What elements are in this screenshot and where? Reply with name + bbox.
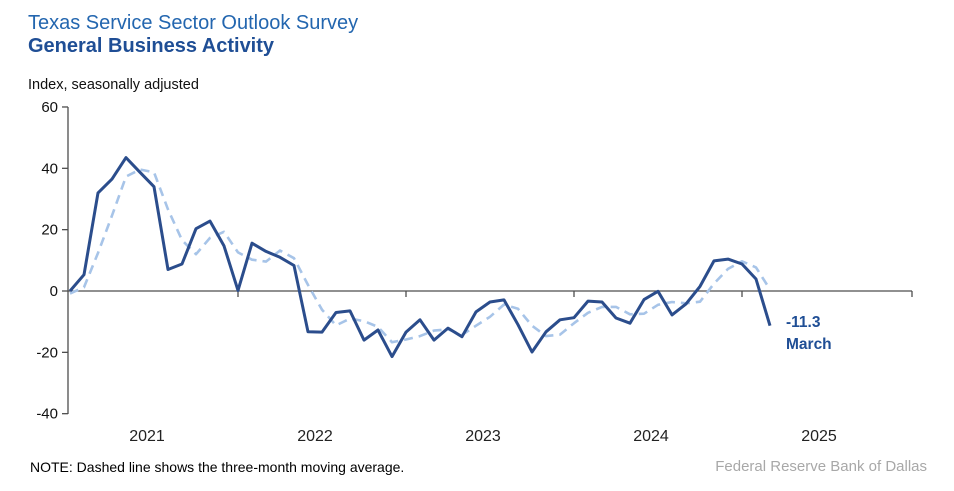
latest-value-annotation: -11.3 March: [786, 312, 832, 356]
latest-value-label: -11.3: [786, 314, 821, 331]
axis-units-label: Index, seasonally adjusted: [28, 77, 199, 93]
attribution-text: Federal Reserve Bank of Dallas: [715, 458, 927, 475]
series-lines: [68, 156, 772, 359]
monthly-series-line: [68, 156, 772, 359]
latest-month-label: March: [786, 336, 832, 353]
x-axis-year-label: 2024: [633, 428, 669, 445]
x-axis-year-label: 2023: [465, 428, 501, 445]
y-axis-tick-label: 40: [41, 160, 58, 177]
chart-subtitle: General Business Activity: [28, 35, 275, 57]
y-axis-tick-label: 60: [41, 99, 58, 116]
y-axis-tick-label: 0: [50, 283, 58, 300]
y-axis-tick-label: -40: [36, 406, 58, 423]
x-axis-year-label: 2022: [297, 428, 333, 445]
y-axis-tick-label: 20: [41, 222, 58, 239]
axes: 60 40 20 0 -20 -40 2021 2022 2023 2024 2025: [36, 99, 913, 445]
chart-title: Texas Service Sector Outlook Survey: [28, 12, 359, 34]
moving-average-line: [69, 168, 772, 344]
x-axis-year-label: 2021: [129, 428, 165, 445]
y-axis-tick-label: -20: [36, 344, 58, 361]
x-axis-year-label: 2025: [801, 428, 837, 445]
note-text: NOTE: Dashed line shows the three-month …: [30, 459, 405, 475]
